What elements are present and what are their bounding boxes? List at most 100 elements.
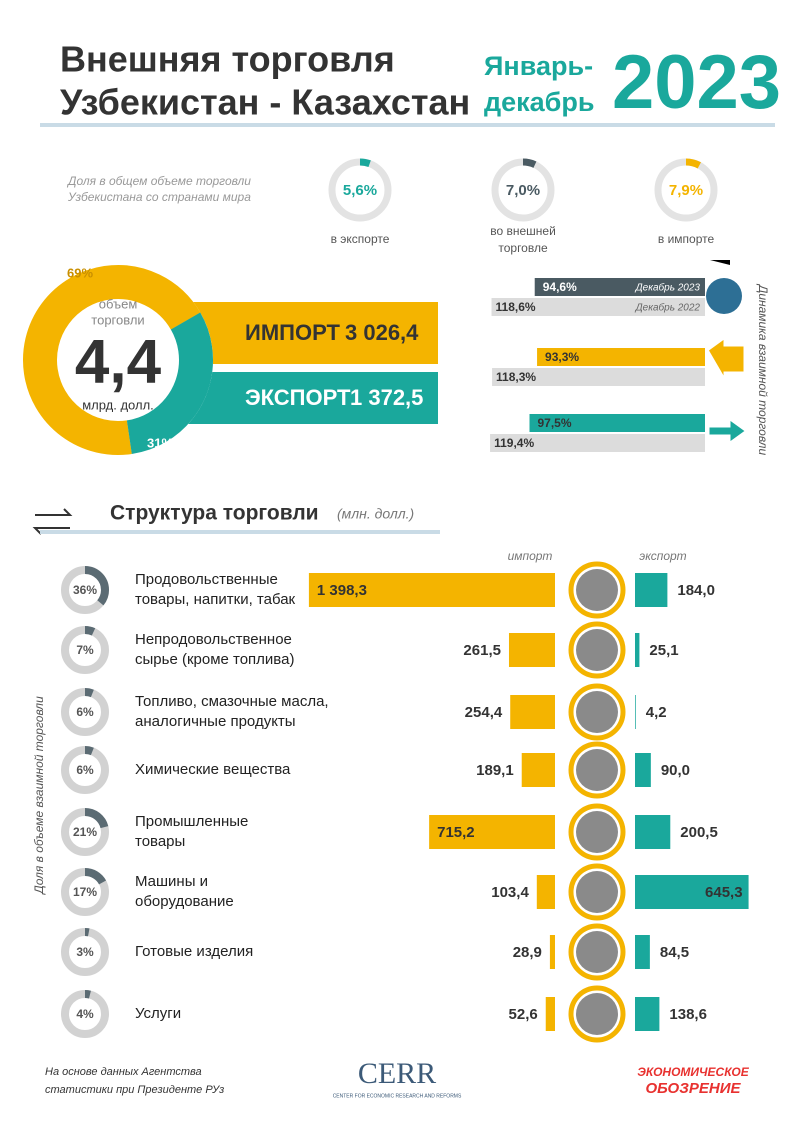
- category-name: аналогичные продукты: [135, 713, 296, 730]
- import-value: 715,2: [437, 824, 475, 841]
- export-arc: [23, 265, 213, 455]
- export-label: ЭКСПОРТ: [245, 385, 351, 410]
- share-label: 3%: [76, 945, 94, 959]
- share-arc: [61, 808, 109, 856]
- category-icon: [576, 931, 618, 973]
- category-icon: [576, 871, 618, 913]
- category-icon: [576, 569, 618, 611]
- category-name: Продовольственные: [135, 571, 278, 588]
- title: Узбекистан - Казахстан: [60, 82, 470, 123]
- category-icon: [576, 993, 618, 1035]
- export-bar: [635, 695, 636, 729]
- export-value: 1 372,5: [350, 385, 423, 410]
- import-value: 52,6: [509, 1006, 538, 1023]
- share-arc: [61, 990, 109, 1038]
- import-heading: импорт: [508, 549, 553, 563]
- import-bar: [510, 695, 555, 729]
- import-label: ИМПОРТ: [245, 320, 340, 345]
- total-unit: млрд. долл.: [82, 397, 154, 412]
- import-arrow: [705, 334, 747, 387]
- share-caption: в импорте: [658, 232, 715, 246]
- label-2022: 119,4%: [494, 436, 534, 450]
- share-arc: [61, 688, 109, 736]
- import-value: 1 398,3: [317, 582, 367, 599]
- category-icon-ring: [568, 923, 626, 981]
- export-value: 25,1: [649, 642, 678, 659]
- structure-unit: (млн. долл.): [337, 506, 414, 522]
- bar-2023: [534, 278, 705, 296]
- share-label: 7,9%: [669, 182, 703, 199]
- label-2023: 94,6%: [543, 280, 577, 294]
- cerr-sub: CENTER FOR ECONOMIC RESEARCH AND REFORMS: [333, 1093, 462, 1099]
- legend-2023: Декабрь 2023: [635, 282, 701, 294]
- export-bar: [635, 935, 650, 969]
- cerr-logo: CERR: [358, 1057, 436, 1090]
- share-caption: торговле: [498, 241, 548, 255]
- category-name: Топливо, смазочные масла,: [135, 693, 329, 710]
- share-label: 6%: [76, 763, 94, 777]
- eo-logo: ЭКОНОМИЧЕСКОЕ: [637, 1065, 750, 1079]
- structure-title: Структура торговли: [110, 502, 319, 525]
- export-bar: [635, 815, 671, 849]
- share-label: 36%: [73, 583, 97, 597]
- share-caption: в экспорте: [331, 232, 390, 246]
- share-arc: [61, 626, 109, 674]
- category-icon-ring: [568, 741, 626, 799]
- bar-2023: [529, 414, 705, 432]
- import-bar: [508, 633, 555, 667]
- total-caption: объем: [99, 296, 138, 311]
- category-name: Машины и: [135, 873, 208, 890]
- import-value: 3 026,4: [345, 320, 419, 345]
- share-label: 6%: [76, 705, 94, 719]
- export-value: 138,6: [669, 1006, 707, 1023]
- bar-2022: [490, 434, 705, 452]
- label-2022: 118,3%: [496, 370, 536, 384]
- category-icon-ring: [568, 683, 626, 741]
- export-value: 200,5: [680, 824, 718, 841]
- share-label: 4%: [76, 1007, 94, 1021]
- shares-caption: Узбекистана со странами мира: [67, 190, 251, 204]
- side-label: Доля в объеме взаимной торговли: [32, 696, 46, 896]
- export-value: 84,5: [660, 944, 689, 961]
- export-value: 184,0: [677, 582, 715, 599]
- category-icon-ring: [568, 863, 626, 921]
- category-name: Химические вещества: [135, 761, 291, 778]
- eo-logo: ОБОЗРЕНИЕ: [645, 1080, 741, 1097]
- share-arc: [491, 158, 555, 222]
- legend-2022: Декабрь 2022: [635, 302, 701, 314]
- category-icon: [576, 691, 618, 733]
- source: На основе данных Агентства: [45, 1066, 202, 1078]
- label-2023: 97,5%: [538, 416, 572, 430]
- export-value: 90,0: [661, 762, 690, 779]
- import-bar: [308, 573, 555, 607]
- category-icon-ring: [568, 803, 626, 861]
- category-icon-ring: [568, 985, 626, 1043]
- category-icon: [576, 629, 618, 671]
- share-arc: [61, 746, 109, 794]
- import-bar: [429, 815, 555, 849]
- bar-2023: [537, 348, 705, 366]
- share-caption: во внешней: [490, 224, 556, 238]
- import-bar: [545, 997, 555, 1031]
- title: Внешняя торговля: [60, 39, 395, 80]
- source: статистики при Президенте РУз: [45, 1084, 224, 1096]
- period: Январь-: [484, 51, 593, 81]
- category-icon-ring: [568, 621, 626, 679]
- share-label: 21%: [73, 825, 97, 839]
- import-bar: [536, 875, 555, 909]
- import-value: 189,1: [476, 762, 514, 779]
- share-label: 5,6%: [343, 182, 377, 199]
- total-caption: торговли: [91, 312, 144, 327]
- import-share: 69%: [67, 265, 93, 280]
- share-arc: [61, 868, 109, 916]
- share-arc: [328, 158, 392, 222]
- share-label: 7%: [76, 643, 94, 657]
- period: декабрь: [484, 87, 594, 117]
- import-value: 103,4: [491, 884, 529, 901]
- export-bar: [635, 753, 651, 787]
- shares-caption: Доля в общем объеме торговли: [66, 174, 251, 188]
- label-2023: 93,3%: [545, 350, 579, 364]
- dynamics-title: Динамика взаимной торговли: [756, 283, 770, 456]
